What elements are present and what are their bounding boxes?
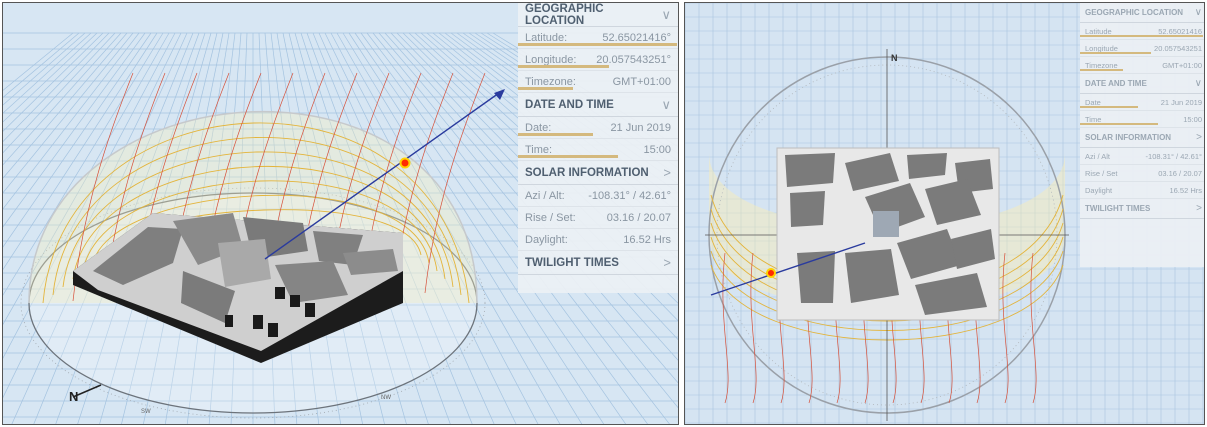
date-and-time-header[interactable]: DATE AND TIME ∨: [1080, 74, 1204, 94]
field-label: Latitude: [1085, 26, 1112, 36]
slider-bar[interactable]: [518, 133, 593, 136]
field-label: Daylight:: [525, 233, 568, 246]
field-value[interactable]: 20.057543251°: [596, 53, 671, 66]
rise-set-field: Rise / Set 03.16 / 20.07: [1080, 165, 1204, 182]
field-label: Daylight: [1085, 185, 1113, 195]
section-title: DATE AND TIME: [1085, 79, 1147, 88]
field-label: Rise / Set:: [525, 211, 576, 224]
section-title: DATE AND TIME: [525, 98, 614, 111]
time-field[interactable]: Time 15:00: [1080, 111, 1204, 128]
slider-bar[interactable]: [1080, 35, 1204, 37]
latitude-field[interactable]: Latitude: 52.65021416°: [518, 27, 678, 49]
chevron-right-icon[interactable]: >: [663, 255, 671, 270]
compass-north-label: N: [891, 53, 898, 63]
field-value: 16.52 Hrs: [1169, 185, 1202, 195]
compass-sw-label: SW: [141, 409, 151, 415]
daylight-field: Daylight: 16.52 Hrs: [518, 229, 678, 251]
section-title: GEOGRAPHIC LOCATION: [525, 2, 604, 27]
section-title: SOLAR INFORMATION: [1085, 133, 1172, 142]
field-label: Rise / Set: [1085, 168, 1118, 178]
sun-marker: [399, 157, 411, 169]
geographic-location-header[interactable]: GEOGRAPHIC LOCATION ∨: [518, 2, 678, 27]
slider-bar[interactable]: [518, 87, 574, 90]
right-viewport[interactable]: N GEOGRAPHIC LOCATION ∨ Latitude 52.6502…: [684, 2, 1205, 425]
field-value[interactable]: 15:00: [643, 143, 671, 156]
date-field[interactable]: Date: 21 Jun 2019: [518, 117, 678, 139]
sun-marker: [766, 268, 776, 278]
section-title: TWILIGHT TIMES: [1085, 204, 1151, 213]
slider-bar[interactable]: [518, 43, 677, 46]
chevron-down-icon[interactable]: ∨: [1194, 7, 1202, 18]
field-label: Longitude: [1085, 43, 1118, 53]
field-label: Date:: [525, 121, 552, 134]
field-value[interactable]: GMT+01:00: [612, 75, 671, 88]
field-value[interactable]: 20.057543251: [1154, 43, 1202, 53]
sun-vector: [264, 92, 500, 260]
section-title: TWILIGHT TIMES: [525, 256, 619, 269]
field-label: Azi / Alt:: [525, 189, 565, 202]
daylight-field: Daylight 16.52 Hrs: [1080, 182, 1204, 199]
solar-information-header[interactable]: SOLAR INFORMATION >: [518, 161, 678, 185]
chevron-right-icon[interactable]: >: [663, 165, 671, 180]
time-field[interactable]: Time: 15:00: [518, 139, 678, 161]
solar-info-panel: GEOGRAPHIC LOCATION ∨ Latitude: 52.65021…: [518, 2, 678, 293]
slider-bar[interactable]: [1080, 123, 1159, 125]
field-label: Azi / Alt: [1085, 151, 1111, 161]
solar-information-header[interactable]: SOLAR INFORMATION >: [1080, 128, 1204, 148]
sun-vector-arrowhead: [494, 89, 505, 100]
azi-alt-field: Azi / Alt: -108.31° / 42.61°: [518, 185, 678, 207]
field-value[interactable]: GMT+01:00: [1162, 60, 1202, 70]
timezone-field[interactable]: Timezone: GMT+01:00: [518, 71, 678, 93]
field-value: -108.31° / 42.61°: [1145, 151, 1202, 161]
field-value[interactable]: 52.65021416°: [602, 31, 671, 44]
field-label: Longitude:: [525, 53, 577, 66]
field-label: Timezone: [1085, 60, 1118, 70]
site-model: [73, 213, 403, 363]
chevron-right-icon[interactable]: >: [1196, 132, 1202, 143]
slider-bar[interactable]: [1080, 52, 1151, 54]
site-plan: [776, 147, 1000, 321]
timezone-field[interactable]: Timezone GMT+01:00: [1080, 57, 1204, 74]
field-value[interactable]: 21 Jun 2019: [610, 121, 671, 134]
longitude-field[interactable]: Longitude 20.057543251: [1080, 40, 1204, 57]
field-label: Timezone:: [525, 75, 576, 88]
field-value[interactable]: 15:00: [1183, 114, 1202, 124]
solar-info-panel: GEOGRAPHIC LOCATION ∨ Latitude 52.650214…: [1080, 3, 1204, 267]
field-value[interactable]: 52.65021416: [1158, 26, 1202, 36]
azi-alt-field: Azi / Alt -108.31° / 42.61°: [1080, 148, 1204, 165]
slider-bar[interactable]: [518, 155, 619, 158]
left-viewport[interactable]: N SW NW GEOGRAPHIC LOCATION ∨ Latitude: …: [2, 2, 679, 425]
compass-nw-label: NW: [381, 395, 391, 401]
field-label: Time: [1085, 114, 1102, 124]
longitude-field[interactable]: Longitude: 20.057543251°: [518, 49, 678, 71]
date-field[interactable]: Date 21 Jun 2019: [1080, 94, 1204, 111]
chevron-right-icon[interactable]: >: [1196, 203, 1202, 214]
field-value: 03.16 / 20.07: [1158, 168, 1202, 178]
sun-vector: [710, 242, 866, 296]
field-label: Date: [1085, 97, 1101, 107]
field-label: Latitude:: [525, 31, 568, 44]
twilight-times-header[interactable]: TWILIGHT TIMES >: [518, 251, 678, 275]
slider-bar[interactable]: [1080, 106, 1138, 108]
field-value[interactable]: 21 Jun 2019: [1160, 97, 1202, 107]
slider-bar[interactable]: [1080, 69, 1123, 71]
field-value: 03.16 / 20.07: [606, 211, 671, 224]
rise-set-field: Rise / Set: 03.16 / 20.07: [518, 207, 678, 229]
geographic-location-header[interactable]: GEOGRAPHIC LOCATION ∨: [1080, 3, 1204, 23]
chevron-down-icon[interactable]: ∨: [661, 96, 671, 112]
chevron-down-icon[interactable]: ∨: [1194, 78, 1202, 89]
field-value: -108.31° / 42.61°: [588, 189, 671, 202]
section-title: SOLAR INFORMATION: [525, 166, 649, 179]
latitude-field[interactable]: Latitude 52.65021416: [1080, 23, 1204, 40]
section-title: GEOGRAPHIC LOCATION: [1085, 8, 1184, 17]
date-and-time-header[interactable]: DATE AND TIME ∨: [518, 93, 678, 117]
chevron-down-icon[interactable]: ∨: [661, 6, 671, 22]
slider-bar[interactable]: [518, 65, 609, 68]
field-label: Time:: [525, 143, 553, 156]
field-value: 16.52 Hrs: [623, 233, 671, 246]
twilight-times-header[interactable]: TWILIGHT TIMES >: [1080, 199, 1204, 219]
